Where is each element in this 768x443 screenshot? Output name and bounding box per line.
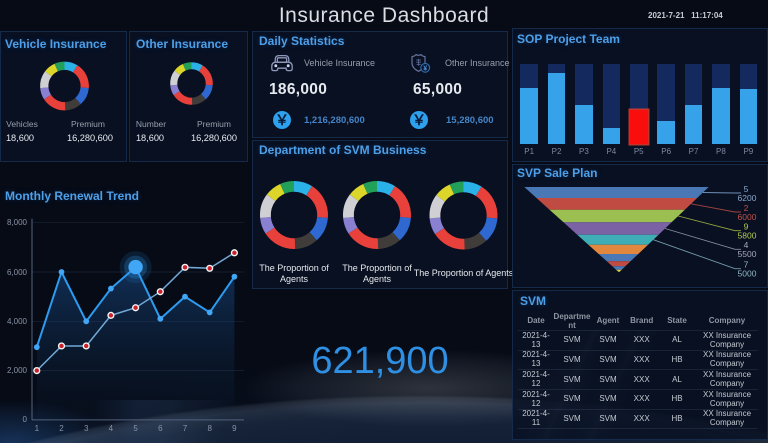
svg-text:5: 5 [744, 184, 749, 194]
svg-text:2: 2 [744, 203, 749, 213]
svg-text:5000: 5000 [738, 269, 757, 279]
svg-text:9: 9 [744, 222, 749, 232]
svg-text:5800: 5800 [738, 231, 757, 241]
svg-text:4: 4 [744, 240, 749, 250]
svg-text:6000: 6000 [738, 212, 757, 222]
svg-text:5500: 5500 [738, 249, 757, 259]
svg-text:6200: 6200 [738, 193, 757, 203]
svg-text:7: 7 [744, 260, 749, 270]
svg-text:¥: ¥ [423, 66, 427, 73]
